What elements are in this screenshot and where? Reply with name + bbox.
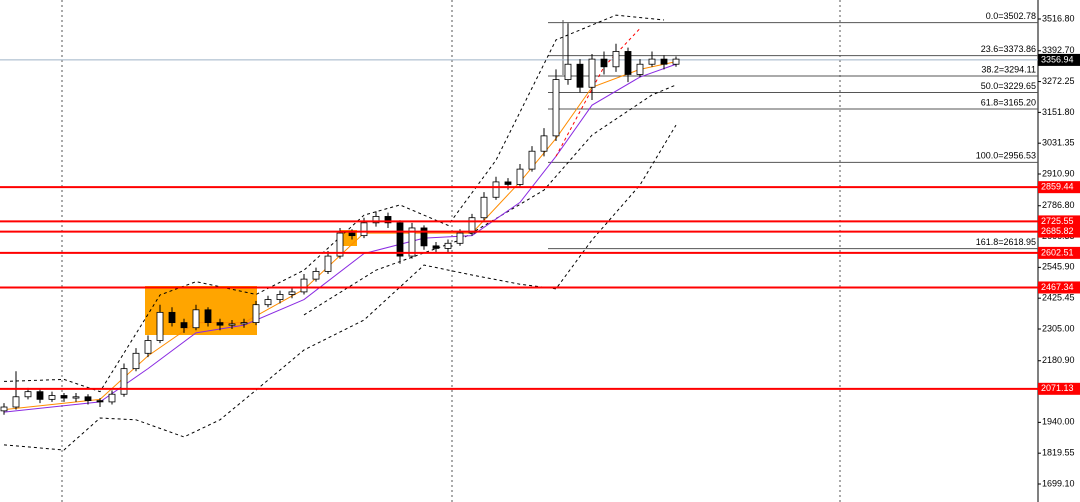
candle-body: [636, 63, 644, 75]
candle-body: [288, 291, 296, 295]
y-tick-label: 2305.00: [1042, 323, 1075, 333]
candle-body: [60, 395, 68, 399]
candle-body: [396, 222, 404, 257]
candle-body: [552, 79, 560, 137]
candle-body: [24, 391, 32, 398]
fib-label: 100.0=2956.53: [976, 151, 1036, 161]
y-tick-label: 1699.10: [1042, 478, 1075, 488]
y-tick-label: 2786.80: [1042, 200, 1075, 210]
indicator-line: [3, 63, 677, 413]
candle-body: [492, 181, 500, 198]
candle-body: [156, 311, 164, 341]
candle-body: [672, 58, 680, 65]
fib-label: 161.8=2618.95: [976, 237, 1036, 247]
fib-label: 61.8=3165.20: [981, 97, 1036, 107]
candle-body: [456, 232, 464, 244]
y-tick-label: 3392.70: [1042, 45, 1075, 55]
candle-body: [336, 232, 344, 257]
candle-body: [96, 400, 104, 403]
candle-body: [432, 245, 440, 249]
level-label: 2602.51: [1041, 247, 1074, 257]
candle-body: [84, 396, 92, 402]
y-tick-label: 1940.00: [1042, 417, 1075, 427]
candle-body: [564, 63, 572, 80]
candle-body: [612, 51, 620, 68]
candle-body: [276, 294, 284, 300]
candle-body: [228, 323, 236, 326]
candle-body: [408, 227, 416, 257]
y-tick-label: 2180.90: [1042, 355, 1075, 365]
candle-body: [468, 217, 476, 234]
y-tick-label: 2425.45: [1042, 293, 1075, 303]
candle-body: [648, 58, 656, 65]
candle-body: [120, 368, 128, 395]
candle-body: [624, 51, 632, 75]
level-label: 2685.82: [1041, 226, 1074, 236]
level-box: [1038, 225, 1080, 238]
candle-body: [540, 135, 548, 152]
candle-body: [384, 216, 392, 224]
candle-body: [576, 63, 584, 88]
candle-body: [528, 150, 536, 170]
candle-body: [588, 58, 596, 88]
y-tick-label: 3151.80: [1042, 107, 1075, 117]
level-label: 2859.44: [1041, 182, 1074, 192]
level-label: 2071.13: [1041, 383, 1074, 393]
level-box: [1038, 382, 1080, 395]
fib-label: 38.2=3294.11: [981, 64, 1036, 74]
candle-body: [252, 304, 260, 324]
current-price-label: 3356.94: [1041, 54, 1074, 64]
candle-body: [192, 309, 200, 329]
candle-body: [204, 309, 212, 324]
candle-body: [36, 391, 44, 400]
candle-body: [240, 322, 248, 325]
indicator-line: [3, 124, 677, 451]
fib-label: 0.0=3502.78: [986, 11, 1036, 21]
fib-label: 23.6=3373.86: [981, 44, 1036, 54]
candle-body: [168, 311, 176, 324]
level-box: [1038, 215, 1080, 228]
candle-body: [300, 278, 308, 293]
candle-body: [600, 58, 608, 68]
y-tick-label: 3516.80: [1042, 13, 1075, 23]
level-label: 2725.55: [1041, 216, 1074, 226]
candle-body: [216, 322, 224, 326]
candle-body: [180, 322, 188, 329]
level-label: 2467.34: [1041, 282, 1074, 292]
candle-body: [480, 196, 488, 219]
candle-body: [132, 352, 140, 370]
candle-body: [660, 58, 668, 65]
candle-body: [144, 340, 152, 354]
candle-body: [312, 271, 320, 280]
candle-body: [324, 255, 332, 272]
level-box: [1038, 281, 1080, 294]
candle-body: [516, 168, 524, 185]
y-tick-label: 2910.90: [1042, 168, 1075, 178]
fib-label: 50.0=3229.65: [981, 81, 1036, 91]
level-box: [1038, 181, 1080, 194]
candle-body: [108, 393, 116, 403]
y-tick-label: 3031.35: [1042, 138, 1075, 148]
candle-body: [372, 216, 380, 224]
zone-box: [145, 286, 257, 335]
candle-body: [264, 299, 272, 306]
candle-body: [360, 222, 368, 237]
y-tick-label: 1819.55: [1042, 448, 1075, 458]
y-tick-label: 3272.25: [1042, 76, 1075, 86]
indicator-line: [3, 61, 677, 411]
candle-body: [444, 242, 452, 249]
candle-body: [48, 395, 56, 400]
candle-body: [72, 396, 80, 399]
candle-body: [420, 227, 428, 247]
level-box: [1038, 246, 1080, 259]
candle-body: [348, 232, 356, 237]
y-tick-label: 2545.90: [1042, 262, 1075, 272]
candle-body: [504, 181, 512, 185]
candle-body: [0, 406, 8, 412]
indicator-line: [303, 84, 677, 316]
candle-body: [12, 396, 20, 408]
current-price-box: [1038, 53, 1080, 66]
